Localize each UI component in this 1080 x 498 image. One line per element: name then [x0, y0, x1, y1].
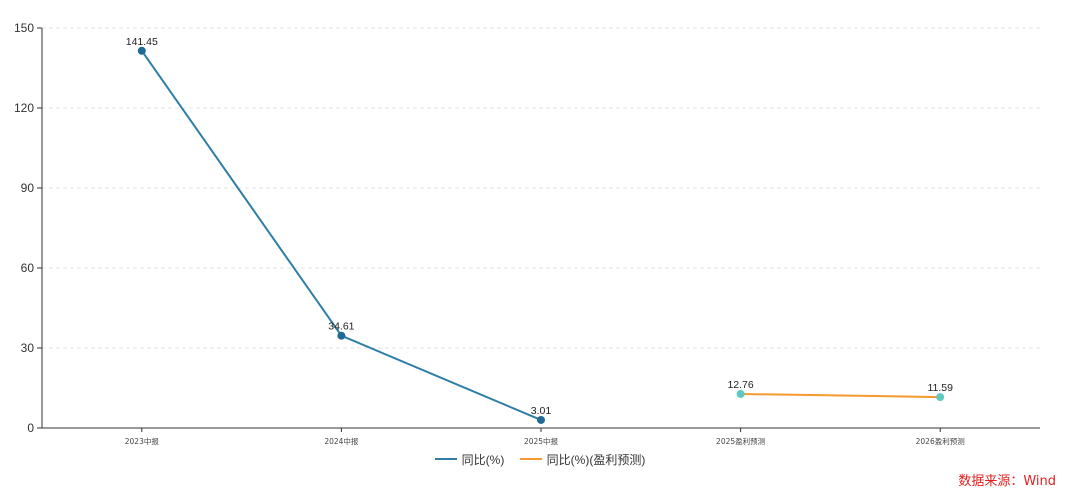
data-point: [137, 46, 146, 55]
series-line-1: [140, 50, 542, 421]
legend-swatch-yoy-forecast: [519, 458, 542, 460]
y-tick-label: 30: [21, 341, 35, 355]
data-label: 12.76: [727, 379, 753, 391]
data-label: 3.01: [531, 405, 552, 417]
legend-label-yoy-forecast: 同比(%)(盈利预测): [546, 452, 646, 467]
legend-label-yoy: 同比(%): [461, 452, 505, 467]
data-label: 34.61: [328, 321, 354, 333]
legend-item-yoy[interactable]: 同比(%): [434, 451, 505, 468]
y-tick-label: 120: [14, 101, 34, 115]
data-source-note: 数据来源：Wind: [958, 474, 1056, 489]
y-tick-label: 150: [14, 21, 34, 35]
data-point: [736, 389, 745, 398]
data-label: 141.45: [126, 36, 158, 48]
data-label: 11.59: [927, 382, 953, 394]
x-tick-label: 2024中报: [324, 436, 359, 446]
chart-legend: 同比(%) 同比(%)(盈利预测): [0, 449, 1080, 468]
series-line-2: [740, 392, 941, 399]
data-point: [936, 393, 945, 402]
y-tick-label: 60: [21, 261, 35, 275]
legend-item-yoy-forecast[interactable]: 同比(%)(盈利预测): [519, 451, 646, 468]
x-tick-label: 2026盈利预测: [916, 436, 965, 446]
x-tick-label: 2023中报: [125, 436, 160, 446]
x-tick-label: 2025中报: [524, 436, 559, 446]
data-point: [537, 415, 545, 424]
y-tick-label: 90: [21, 181, 35, 195]
x-tick-label: 2025盈利预测: [716, 436, 765, 446]
legend-swatch-yoy: [434, 458, 457, 460]
y-tick-label: 0: [27, 421, 34, 435]
data-point: [337, 331, 346, 340]
